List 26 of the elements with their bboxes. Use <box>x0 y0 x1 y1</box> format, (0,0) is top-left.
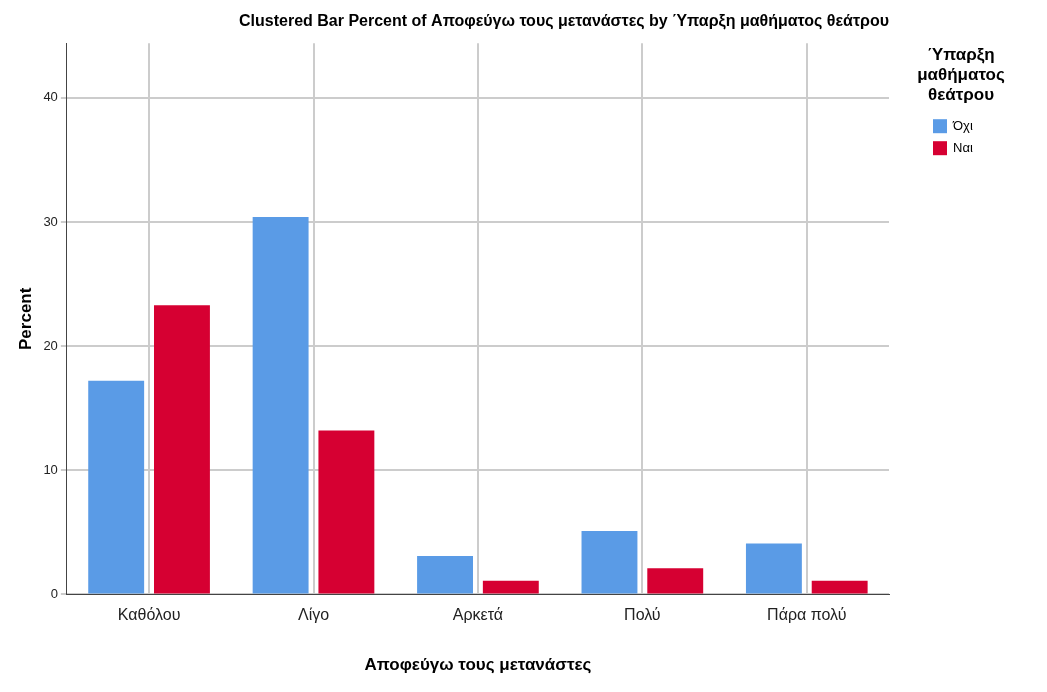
bar <box>417 555 473 594</box>
bar <box>647 568 704 594</box>
x-tick-label: Λίγο <box>297 606 330 624</box>
y-tick-label: 40 <box>43 89 58 105</box>
y-tick-label: 10 <box>43 461 58 477</box>
bar <box>88 380 145 594</box>
bar <box>154 305 210 594</box>
x-tick-label: Πάρα πολύ <box>767 606 847 624</box>
x-axis-title: Αποφεύγω τους μετανάστες <box>364 655 592 675</box>
y-axis-title: Percent <box>15 287 35 350</box>
bar <box>581 531 638 594</box>
y-tick-label: 20 <box>43 337 58 353</box>
legend-label: Ναι <box>953 140 973 156</box>
bar <box>745 543 802 594</box>
bar <box>318 430 375 594</box>
bar <box>252 217 309 594</box>
y-tick-label: 0 <box>50 585 58 601</box>
x-tick-label: Αρκετά <box>452 606 504 624</box>
x-tick-label: Καθόλου <box>117 606 181 624</box>
bar <box>482 580 539 594</box>
y-tick-label: 30 <box>43 213 58 229</box>
chart-title: Clustered Bar Percent of Αποφεύγω τους μετανάστες by Ύπαρξη μαθήματος θεάτρου <box>239 12 889 31</box>
legend-title: Ύπαρξη μαθήματος θεάτρου <box>917 45 1005 105</box>
bar <box>811 580 868 594</box>
x-tick-label: Πολύ <box>624 606 661 624</box>
legend-label: Όχι <box>952 118 973 134</box>
